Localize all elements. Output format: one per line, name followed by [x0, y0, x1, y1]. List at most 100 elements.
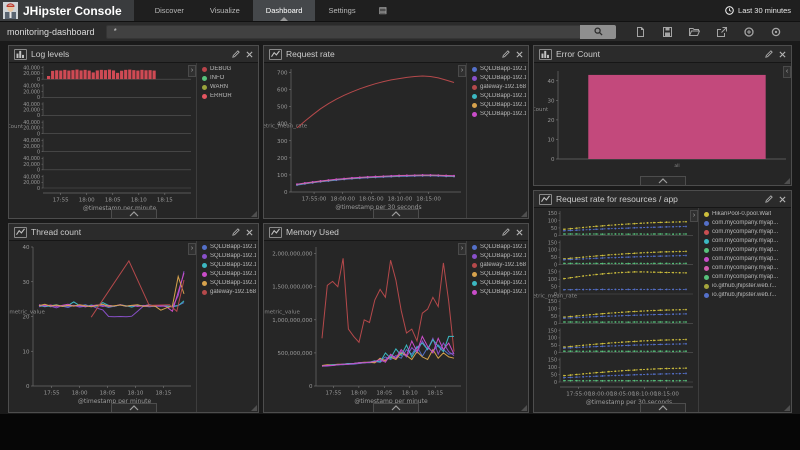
legend-item[interactable]: io.github.jhipster.web.r...	[704, 292, 789, 298]
legend-item[interactable]: com.mycompany.myap...	[704, 247, 789, 253]
panel-resize-handle[interactable]	[521, 211, 527, 217]
options-button[interactable]	[762, 24, 789, 40]
legend-item[interactable]: com.mycompany.myap...	[704, 274, 789, 280]
legend-item[interactable]: SQLDBapp-192.168.4...	[202, 271, 256, 277]
legend-collapse-icon[interactable]: ›	[458, 243, 466, 255]
legend-item[interactable]: gateway-192.168.43.8...	[472, 262, 526, 268]
legend-expand-icon[interactable]: ‹	[783, 66, 791, 78]
edit-panel-icon[interactable]	[765, 45, 773, 63]
legend-item[interactable]: SQLDBapp-192.168.4...	[472, 280, 526, 286]
legend-item[interactable]: ERROR	[202, 93, 256, 99]
svg-text:500,000,000: 500,000,000	[278, 351, 313, 357]
panel-title: Thread count	[31, 227, 228, 237]
panel-collapse-chevron[interactable]	[373, 209, 419, 218]
legend-item[interactable]: SQLDBapp-192.168.4...	[472, 111, 526, 117]
svg-text:18:15: 18:15	[157, 198, 173, 204]
query-input[interactable]	[106, 25, 580, 39]
toolbar-actions	[623, 24, 793, 40]
add-visualization-button[interactable]	[735, 24, 762, 40]
legend-collapse-icon[interactable]: ›	[188, 65, 196, 77]
legend-item[interactable]: SQLDBapp-192.168.4...	[472, 75, 526, 81]
legend: ›SQLDBapp-192.168.4...SQLDBapp-192.168.4…	[466, 241, 528, 412]
chart-area[interactable]: 1501005001501005001501005001501005001501…	[534, 208, 698, 412]
app-logo[interactable]: JHipster Console	[0, 0, 134, 21]
edit-panel-icon[interactable]	[232, 45, 240, 63]
svg-text:50: 50	[551, 372, 557, 378]
legend-item[interactable]: INFO	[202, 75, 256, 81]
dashboard-toolbar: monitoring-dashboard	[0, 21, 800, 41]
legend-item[interactable]: com.mycompany.myap...	[704, 256, 789, 262]
svg-text:0: 0	[37, 150, 40, 156]
close-panel-icon[interactable]	[516, 45, 523, 63]
panel-resize-handle[interactable]	[784, 405, 790, 411]
legend-item[interactable]: SQLDBapp-192.168.4...	[202, 280, 256, 286]
svg-text:18:05: 18:05	[100, 391, 116, 397]
chart-area[interactable]: 40,00020,000040,00020,000040,00020,00004…	[9, 63, 196, 218]
panel-collapse-chevron[interactable]	[640, 403, 686, 412]
svg-text:2,000,000,000: 2,000,000,000	[272, 252, 313, 258]
legend-label: SQLDBapp-192.168.4...	[210, 253, 256, 259]
legend-label: ERROR	[210, 93, 232, 99]
legend-label: io.github.jhipster.web.r...	[712, 292, 776, 298]
chart-area[interactable]: 010020030040050060070017:55:0018:00:0018…	[264, 63, 466, 218]
legend-item[interactable]: com.mycompany.myap...	[704, 220, 789, 226]
panel-collapse-chevron[interactable]	[111, 209, 157, 218]
legend-item[interactable]: gateway-192.168.43.8...	[202, 289, 256, 295]
panel-collapse-chevron[interactable]	[640, 176, 686, 185]
legend-item[interactable]: SQLDBapp-192.168.4...	[202, 244, 256, 250]
time-picker[interactable]: Last 30 minutes	[716, 0, 800, 21]
panel-resize-handle[interactable]	[251, 211, 257, 217]
panel-collapse-chevron[interactable]	[111, 403, 157, 412]
query-bar	[106, 25, 616, 39]
legend-item[interactable]: SQLDBapp-192.168.4...	[472, 102, 526, 108]
legend-item[interactable]: DEBUG	[202, 66, 256, 72]
new-dashboard-button[interactable]	[627, 24, 654, 40]
tab-discover[interactable]: Discover	[142, 0, 197, 21]
close-panel-icon[interactable]	[516, 223, 523, 241]
legend-item[interactable]: com.mycompany.myap...	[704, 238, 789, 244]
legend-item[interactable]: SQLDBapp-192.168.4...	[202, 262, 256, 268]
legend-item[interactable]: SQLDBapp-192.168.4...	[472, 93, 526, 99]
edit-panel-icon[interactable]	[502, 223, 510, 241]
search-button[interactable]	[580, 25, 616, 39]
chart-area[interactable]: 01020304017:5518:0018:0518:1018:15@times…	[9, 241, 196, 412]
close-panel-icon[interactable]	[779, 45, 786, 63]
close-panel-icon[interactable]	[246, 45, 253, 63]
legend-item[interactable]: SQLDBapp-192.168.4...	[472, 66, 526, 72]
chart-area[interactable]: 010203040allCount	[534, 63, 791, 185]
close-panel-icon[interactable]	[779, 190, 786, 208]
chart-area[interactable]: 0500,000,0001,000,000,0001,500,000,0002,…	[264, 241, 466, 412]
edit-panel-icon[interactable]	[765, 190, 773, 208]
legend-collapse-icon[interactable]: ›	[690, 210, 698, 222]
panel-resize-handle[interactable]	[784, 178, 790, 184]
edit-panel-icon[interactable]	[502, 45, 510, 63]
legend-collapse-icon[interactable]: ›	[458, 65, 466, 77]
save-dashboard-button[interactable]	[654, 24, 681, 40]
legend-item[interactable]: SQLDBapp-192.168.4...	[202, 253, 256, 259]
svg-text:20,000: 20,000	[23, 108, 40, 114]
legend-item[interactable]: SQLDBapp-192.168.4...	[472, 289, 526, 295]
legend-item[interactable]: WARN	[202, 84, 256, 90]
legend-item[interactable]: com.mycompany.myap...	[704, 265, 789, 271]
tab-settings[interactable]: Settings	[315, 0, 368, 21]
legend-item[interactable]: SQLDBapp-192.168.4...	[472, 253, 526, 259]
legend-item[interactable]: HikariPool-0.pool.Wait	[704, 211, 789, 217]
nav-list-icon[interactable]: ▤	[369, 0, 398, 21]
legend-item[interactable]: gateway-192.168.43.8...	[472, 84, 526, 90]
panel-collapse-chevron[interactable]	[373, 403, 419, 412]
legend-item[interactable]: SQLDBapp-192.168.4...	[472, 271, 526, 277]
tab-visualize[interactable]: Visualize	[197, 0, 253, 21]
share-button[interactable]	[708, 24, 735, 40]
panel-resize-handle[interactable]	[521, 405, 527, 411]
panel-resize-handle[interactable]	[251, 405, 257, 411]
legend-color-dot	[202, 272, 207, 277]
legend-item[interactable]: SQLDBapp-192.168.4...	[472, 244, 526, 250]
tab-dashboard[interactable]: Dashboard	[253, 0, 316, 21]
legend-item[interactable]: com.mycompany.myap...	[704, 229, 789, 235]
close-panel-icon[interactable]	[246, 223, 253, 241]
load-dashboard-button[interactable]	[681, 24, 708, 40]
legend-color-dot	[472, 272, 477, 277]
legend-collapse-icon[interactable]: ›	[188, 243, 196, 255]
legend-item[interactable]: io.github.jhipster.web.r...	[704, 283, 789, 289]
edit-panel-icon[interactable]	[232, 223, 240, 241]
